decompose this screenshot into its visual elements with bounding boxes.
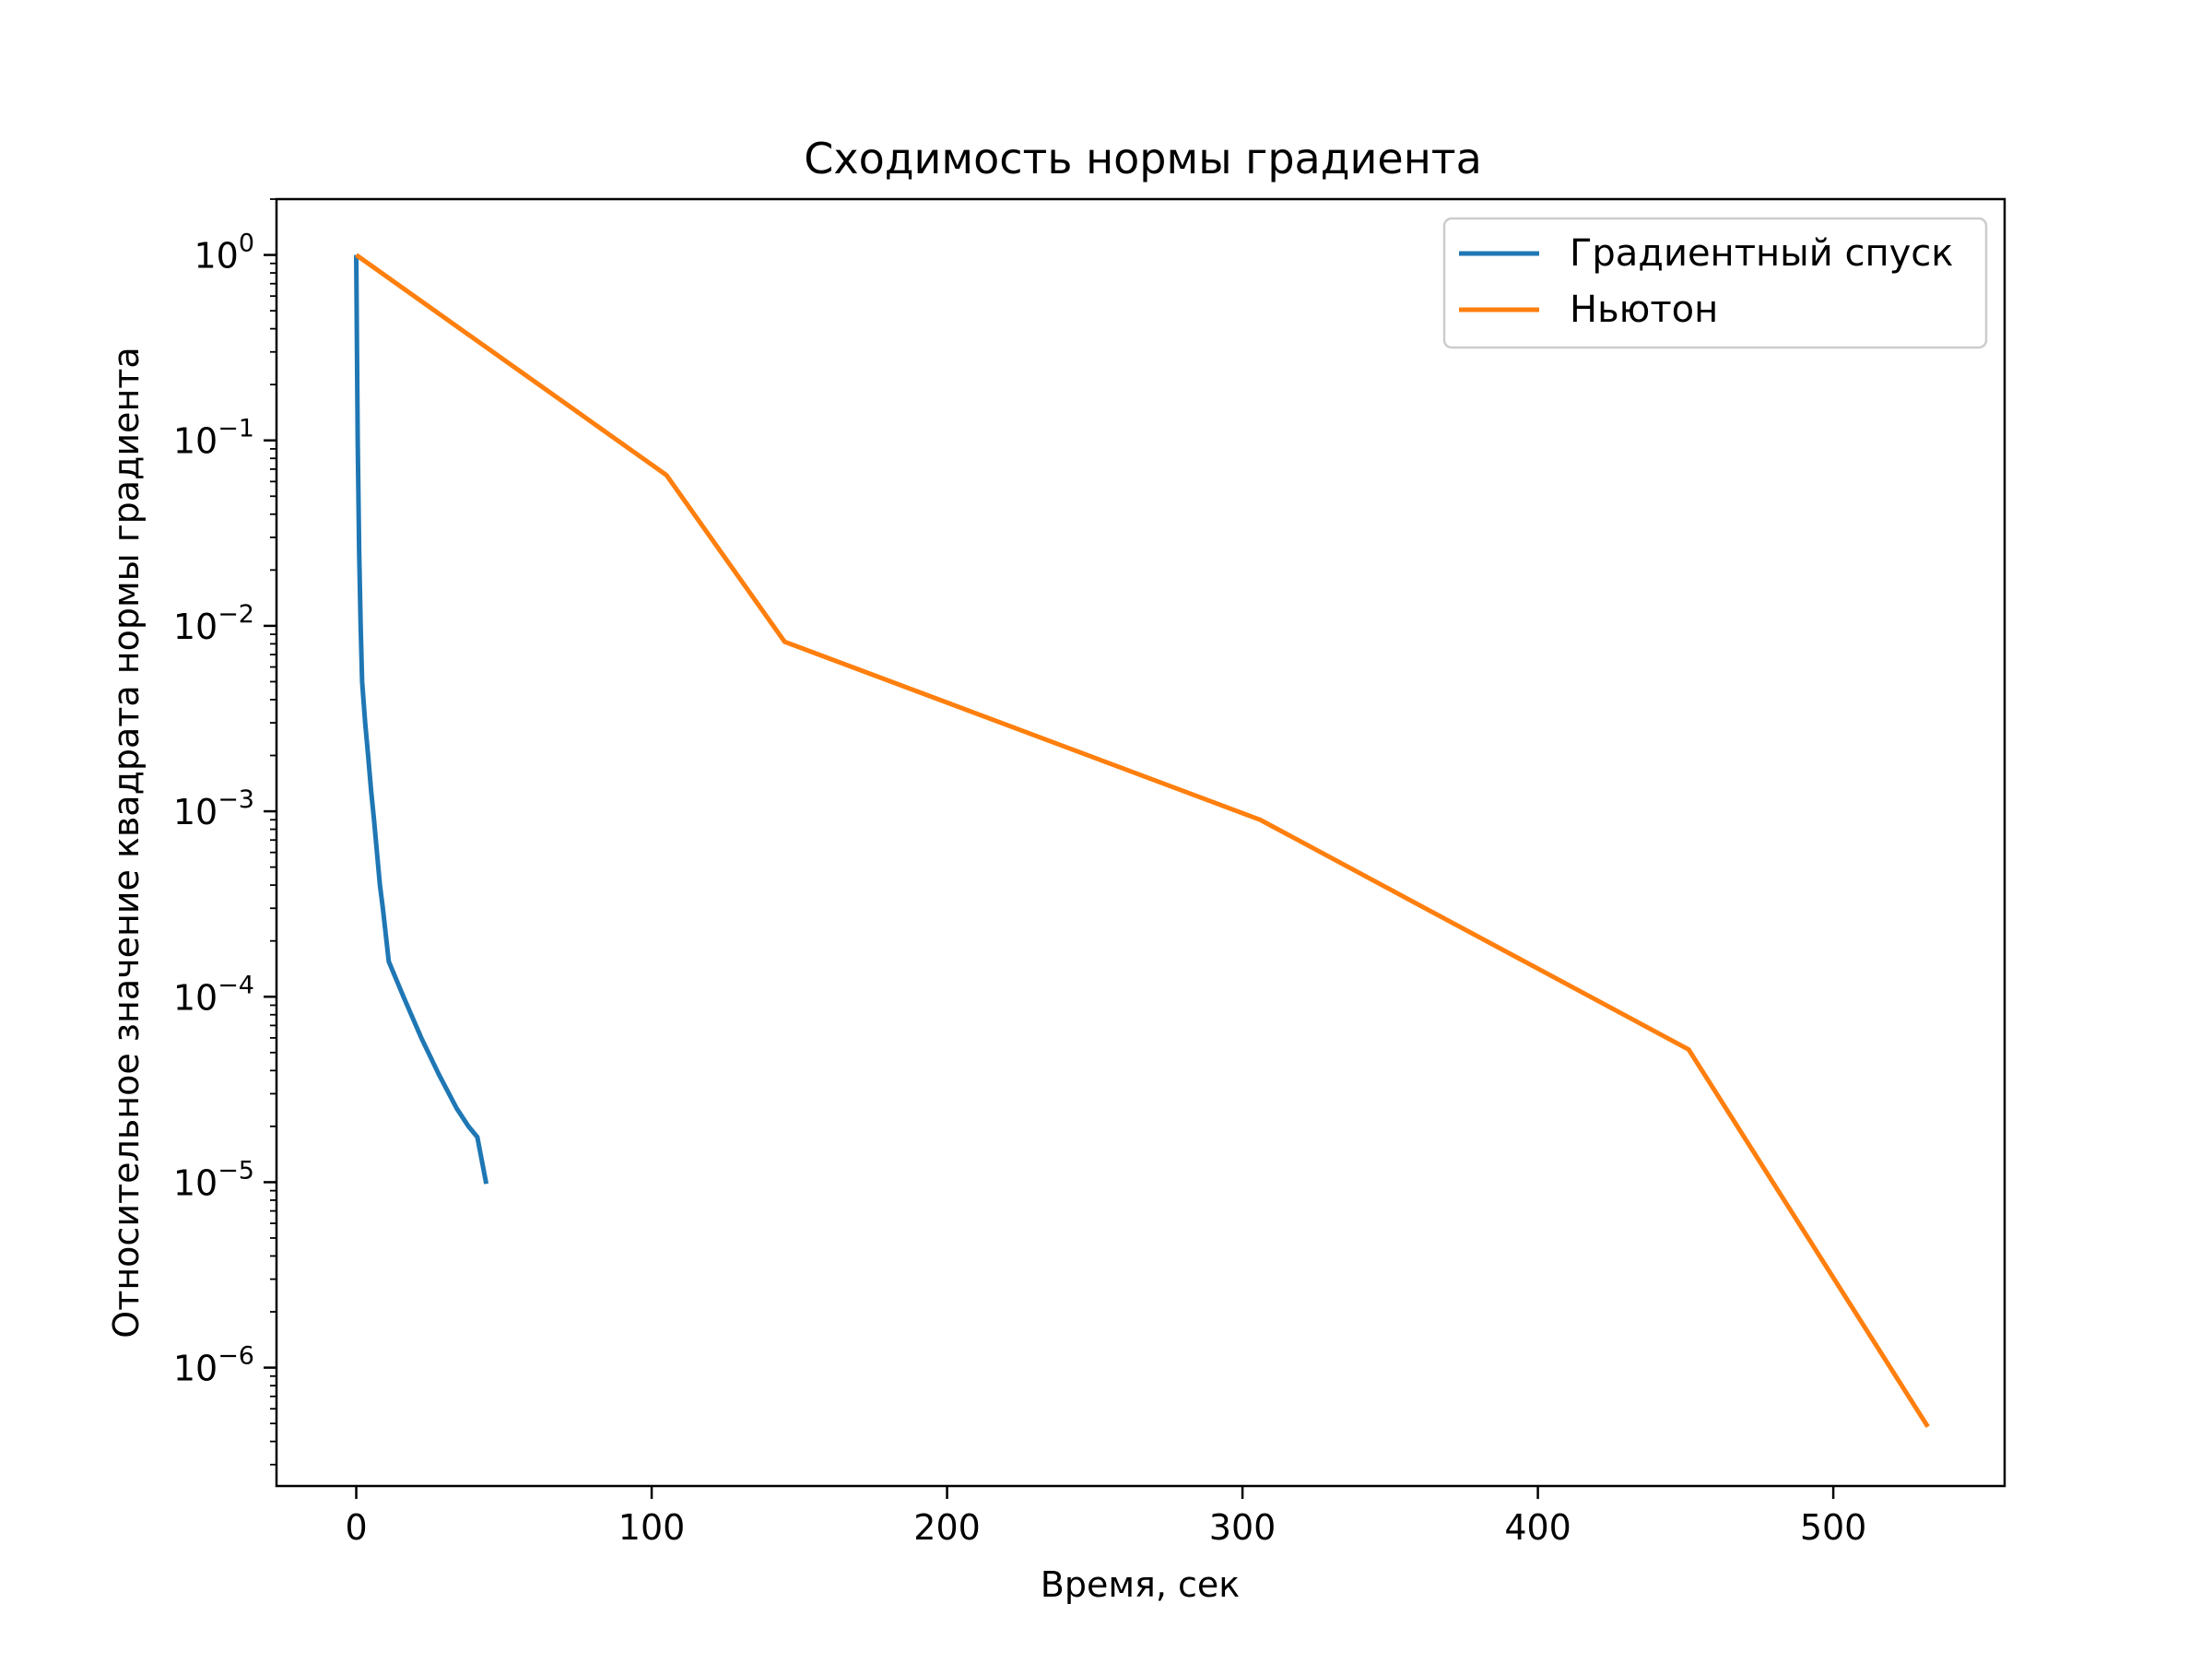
x-axis-label: Время, сек: [1041, 1564, 1240, 1605]
x-tick-label: 500: [1800, 1507, 1867, 1548]
y-tick-label: 10−5: [173, 1156, 254, 1203]
legend: Градиентный спуск Ньютон: [1442, 217, 1988, 349]
y-tick-label: 10−2: [173, 600, 254, 647]
legend-label-newton: Ньютон: [1570, 289, 1718, 331]
series-line-1: [355, 253, 1930, 1429]
plot-area-frame: [275, 197, 2006, 1488]
x-tick-label: 0: [345, 1507, 367, 1548]
x-tick-label: 300: [1209, 1507, 1277, 1548]
x-tick-label: 400: [1504, 1507, 1571, 1548]
y-tick-label: 10−4: [173, 971, 254, 1018]
chart-title: Сходимость нормы градиента: [804, 134, 1482, 183]
series-line-0: [354, 254, 489, 1185]
axes-layer: 0 100 200 300 400 500 100 10−1 10−2 10−3 10−4 10−5 1…: [173, 198, 1867, 1548]
y-tick-label: 10−3: [173, 785, 254, 832]
legend-label-gradient-descent: Градиентный спуск: [1570, 232, 1953, 275]
x-tick-label: 100: [618, 1507, 686, 1548]
y-tick-label: 100: [194, 230, 254, 277]
y-tick-label: 10−6: [173, 1342, 254, 1389]
series-layer: [354, 253, 1930, 1429]
y-axis-label: Относительное значение квадрата нормы гр…: [106, 347, 147, 1338]
y-tick-label: 10−1: [173, 415, 254, 462]
x-tick-label: 200: [913, 1507, 981, 1548]
legend-box: [1442, 217, 1988, 349]
